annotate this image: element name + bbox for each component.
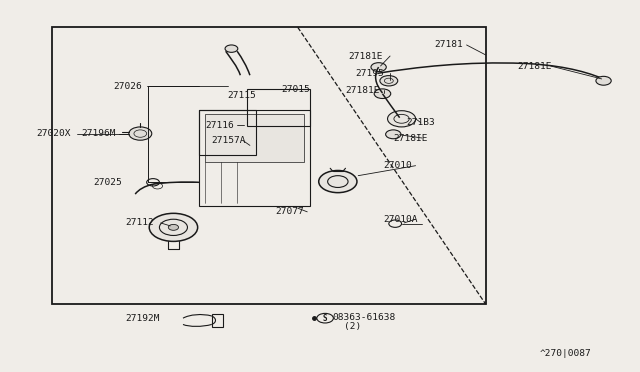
Text: 27195: 27195 — [355, 69, 384, 78]
Text: 27020X: 27020X — [36, 129, 71, 138]
Circle shape — [168, 224, 179, 230]
Bar — [52, 27, 486, 304]
Text: 27010: 27010 — [384, 161, 412, 170]
Circle shape — [149, 213, 198, 241]
Circle shape — [388, 111, 415, 127]
Circle shape — [596, 76, 611, 85]
Text: 27015: 27015 — [282, 85, 310, 94]
Text: 08363-61638: 08363-61638 — [333, 312, 396, 321]
Text: 27010A: 27010A — [384, 215, 418, 224]
Text: 2718IE: 2718IE — [394, 134, 428, 142]
Circle shape — [371, 62, 387, 71]
Text: (2): (2) — [344, 322, 362, 331]
Text: 27181E: 27181E — [346, 86, 380, 94]
Text: 27181E: 27181E — [518, 61, 552, 71]
Text: 27115: 27115 — [228, 91, 257, 100]
Text: 27026: 27026 — [113, 82, 141, 91]
Text: 27157A: 27157A — [212, 137, 246, 145]
Bar — [246, 89, 310, 126]
Bar — [199, 110, 310, 206]
Text: 27181E: 27181E — [349, 52, 383, 61]
Circle shape — [225, 45, 238, 52]
Bar — [212, 314, 223, 327]
Text: ^270|0087: ^270|0087 — [540, 350, 591, 359]
Circle shape — [319, 170, 357, 193]
Text: 27192M: 27192M — [125, 314, 160, 323]
Text: 27196M: 27196M — [81, 129, 116, 138]
Bar — [205, 114, 304, 162]
Circle shape — [374, 89, 391, 99]
Bar — [199, 110, 256, 155]
Text: S: S — [323, 314, 328, 323]
Text: 27181: 27181 — [435, 41, 463, 49]
Text: 27116: 27116 — [205, 121, 234, 129]
Circle shape — [380, 76, 397, 86]
Circle shape — [129, 127, 152, 140]
Text: 27025: 27025 — [94, 178, 122, 187]
Text: 27112: 27112 — [125, 218, 154, 227]
Circle shape — [386, 130, 401, 139]
Text: 271B3: 271B3 — [406, 118, 435, 127]
Text: 27077: 27077 — [275, 207, 304, 217]
